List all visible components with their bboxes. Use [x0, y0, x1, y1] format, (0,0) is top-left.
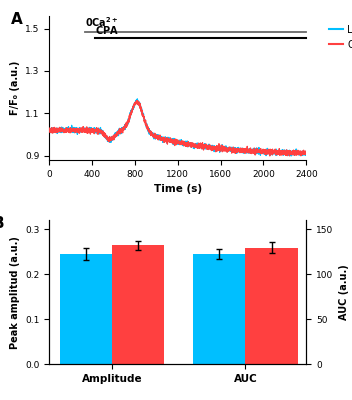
OZDF — [67, 130, 71, 135]
LZDF — [164, 137, 168, 142]
Bar — [112, 245, 164, 364]
OZDF — [265, 148, 269, 153]
X-axis label: Time (s): Time (s) — [154, 184, 202, 194]
OZDF — [47, 126, 51, 130]
Y-axis label: F/F₀ (a.u.): F/F₀ (a.u.) — [10, 61, 20, 115]
OZDF — [164, 136, 168, 141]
OZDF — [304, 151, 308, 156]
Bar — [60, 254, 112, 364]
Legend: LZDF, OZDF: LZDF, OZDF — [325, 21, 352, 54]
LZDF — [289, 154, 293, 158]
LZDF — [54, 128, 58, 133]
Y-axis label: Peak amplitud (a.u.): Peak amplitud (a.u.) — [10, 236, 20, 348]
LZDF — [135, 96, 139, 101]
Text: B: B — [0, 216, 4, 231]
OZDF — [75, 127, 80, 132]
LZDF — [67, 127, 71, 132]
OZDF — [268, 154, 272, 158]
LZDF — [265, 149, 269, 154]
LZDF — [304, 151, 308, 156]
OZDF — [54, 129, 58, 134]
Line: LZDF: LZDF — [49, 99, 306, 156]
LZDF — [47, 127, 51, 132]
LZDF — [82, 128, 87, 133]
LZDF — [75, 129, 80, 134]
Bar — [193, 254, 245, 364]
Line: OZDF: OZDF — [49, 101, 306, 156]
Text: $\mathbf{0Ca^{2+}}$: $\mathbf{0Ca^{2+}}$ — [84, 16, 118, 29]
Text: A: A — [11, 12, 23, 27]
OZDF — [135, 98, 139, 103]
Y-axis label: AUC (a.u.): AUC (a.u.) — [339, 264, 349, 320]
OZDF — [82, 128, 87, 133]
Bar — [245, 248, 297, 364]
Text: $\mathbf{CPA}$: $\mathbf{CPA}$ — [95, 24, 119, 36]
